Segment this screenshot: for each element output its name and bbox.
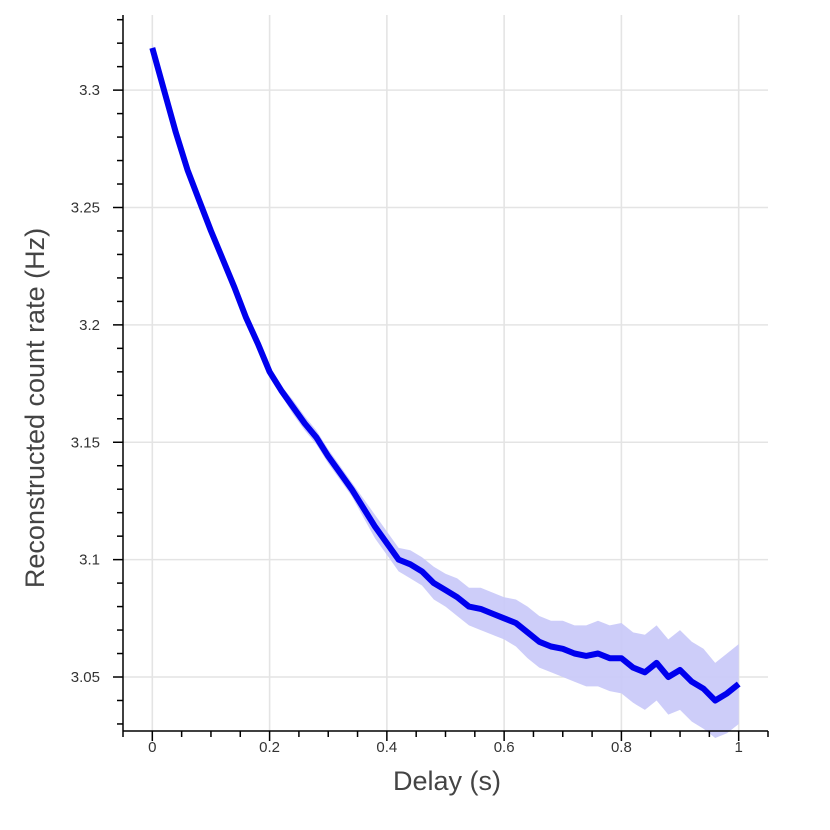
- x-tick-label: 0.8: [611, 739, 632, 756]
- x-tick-label: 0.6: [494, 739, 515, 756]
- y-tick-label: 3.25: [71, 199, 100, 216]
- x-tick-label: 0.2: [259, 739, 280, 756]
- x-tick-label: 1: [735, 739, 743, 756]
- y-tick-label: 3.1: [79, 552, 100, 569]
- x-tick-label: 0: [148, 739, 156, 756]
- grid: [123, 15, 768, 731]
- y-tick-label: 3.15: [71, 434, 100, 451]
- y-axis-label: Reconstructed count rate (Hz): [20, 228, 50, 588]
- y-tick-label: 3.3: [79, 82, 100, 99]
- y-tick-label: 3.2: [79, 317, 100, 334]
- x-axis-label: Delay (s): [393, 766, 501, 796]
- axes: 0 0.2 0.4 0.6 0.8 1 3.05 3.1 3.15 3.2 3.25 3.3: [71, 15, 769, 756]
- y-tick-label: 3.05: [71, 669, 100, 686]
- confidence-band: [152, 43, 739, 738]
- series-line: [149, 47, 741, 704]
- x-tick-label: 0.4: [376, 739, 397, 756]
